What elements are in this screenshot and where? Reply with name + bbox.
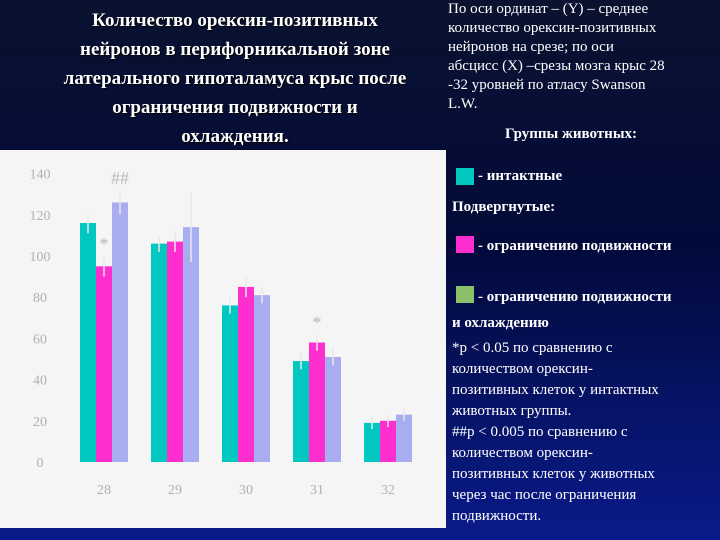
significance-marker: ## — [111, 168, 129, 188]
bar-restraint — [96, 266, 112, 462]
axis-description: По оси ординат – (Y) – среднее количеств… — [448, 0, 716, 114]
bar-intact — [293, 361, 309, 462]
legend-subjected-label: Подвергнутые: — [452, 199, 556, 215]
bar-chart: 0 20 40 60 80 100 120 140 28 29 30 31 32 * ## * — [0, 150, 446, 528]
x-tick-label: 30 — [239, 483, 253, 498]
significance-notes: *р < 0.05 по сравнению с количеством оре… — [452, 338, 716, 527]
y-tick-label: 140 — [30, 168, 51, 183]
bar-restraint — [309, 342, 325, 462]
y-tick-label: 20 — [33, 415, 47, 430]
description-line: L.W. — [448, 96, 478, 112]
note-line: количеством орексин- — [452, 445, 593, 461]
y-tick-label: 100 — [30, 250, 51, 265]
bar-intact — [151, 243, 167, 462]
bar-restraint-cooling — [112, 202, 128, 462]
bar-restraint — [380, 420, 396, 462]
description-line: количество орексин-позитивных — [448, 20, 657, 36]
bar-intact — [80, 223, 96, 462]
significance-marker: * — [100, 234, 109, 254]
description-line: -32 уровней по атласу Swanson — [448, 77, 646, 93]
significance-marker: * — [313, 312, 322, 332]
legend-label-restraint-cooling: - ограничению подвижности — [478, 289, 672, 305]
bar-restraint-cooling — [183, 227, 199, 462]
description-line: нейронов на срезе; по оси — [448, 39, 614, 55]
bar-intact — [364, 422, 380, 462]
note-line: через час после ограничения — [452, 487, 637, 503]
description-line: По оси ординат – (Y) – среднее — [448, 1, 649, 17]
note-line: *р < 0.05 по сравнению с — [452, 340, 613, 356]
legend-label-restraint-cooling-cont: и охлаждению — [452, 315, 549, 331]
y-tick-label: 120 — [30, 209, 51, 224]
legend-swatch-restraint-cooling — [456, 286, 474, 303]
bar-restraint-cooling — [325, 356, 341, 462]
bar-restraint-cooling — [396, 414, 412, 462]
bar-restraint — [238, 286, 254, 462]
y-tick-label: 80 — [33, 291, 47, 306]
legend-swatch-restraint — [456, 236, 474, 253]
note-line: количеством орексин- — [452, 361, 593, 377]
note-line: подвижности. — [452, 508, 542, 524]
legend-swatch-intact — [456, 168, 474, 185]
y-tick-label: 60 — [33, 332, 47, 347]
bar-intact — [222, 305, 238, 462]
legend-heading: Группы животных: — [505, 126, 638, 142]
bar-restraint-cooling — [254, 295, 270, 462]
y-tick-label: 0 — [37, 456, 44, 471]
title-line: латерального гипоталамуса крыс после — [63, 68, 407, 89]
chart-title: Количество орексин-позитивных нейронов в… — [20, 6, 450, 151]
note-line: животных группы. — [452, 403, 572, 419]
legend-label-restraint: - ограничению подвижности — [478, 238, 672, 254]
y-tick-label: 40 — [33, 374, 47, 389]
title-line: Количество орексин-позитивных — [92, 10, 378, 31]
x-tick-label: 29 — [168, 483, 182, 498]
note-line: ##р < 0.005 по сравнению с — [452, 424, 628, 440]
x-tick-label: 28 — [97, 483, 111, 498]
title-line: охлаждения. — [181, 126, 289, 147]
title-line: нейронов в перифорникальной зоне — [80, 39, 390, 60]
title-line: ограничения подвижности и — [112, 97, 358, 118]
legend-label-intact: - интактные — [478, 168, 563, 184]
x-tick-label: 32 — [381, 483, 395, 498]
note-line: позитивных клеток у интактных — [452, 382, 659, 398]
note-line: позитивных клеток у животных — [452, 466, 655, 482]
description-line: абсцисс (X) –срезы мозга крыс 28 — [448, 58, 665, 74]
bar-restraint — [167, 241, 183, 462]
x-tick-label: 31 — [310, 483, 324, 498]
